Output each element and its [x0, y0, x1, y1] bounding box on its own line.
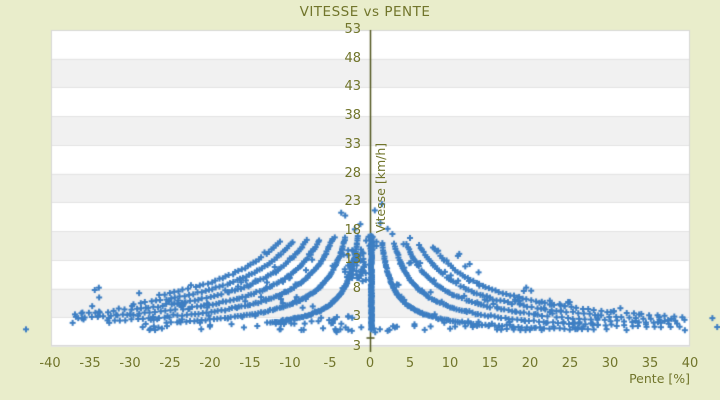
y-tick-label: 8 — [352, 280, 361, 296]
x-tick-label: -35 — [79, 356, 101, 371]
x-tick-label: 25 — [561, 356, 579, 371]
y-tick-label: 43 — [344, 79, 361, 95]
y-tick-label: 38 — [344, 108, 361, 124]
x-tick-label: 35 — [641, 356, 659, 371]
y-axis-title: Vitesse [km/h] — [373, 142, 388, 234]
y-axis-bottom-label: 3 — [352, 339, 361, 354]
x-tick-label: 20 — [521, 356, 539, 371]
x-tick-label: -20 — [199, 356, 221, 371]
x-tick-label: -15 — [239, 356, 261, 371]
x-tick-label: -25 — [159, 356, 181, 371]
x-tick-label: -10 — [279, 356, 301, 371]
y-tick-label: 33 — [344, 136, 361, 152]
x-tick-label: 0 — [365, 356, 375, 371]
y-tick-label: 53 — [344, 22, 361, 37]
x-tick-label: -40 — [39, 356, 61, 371]
y-tick-label: 28 — [344, 165, 361, 181]
y-tick-label: 18 — [344, 223, 361, 239]
y-tick-label: 3 — [352, 309, 361, 325]
x-tick-label: -5 — [323, 356, 337, 371]
chart-title: VITESSE vs PENTE — [299, 4, 431, 20]
x-tick-label: 40 — [681, 356, 699, 371]
x-tick-label: -30 — [119, 356, 141, 371]
x-axis-title: Pente [%] — [629, 371, 690, 386]
x-tick-label: 30 — [601, 356, 619, 371]
x-tick-label: 15 — [481, 356, 499, 371]
x-tick-label: 5 — [405, 356, 415, 371]
y-tick-label: 13 — [344, 251, 361, 267]
y-tick-label: 23 — [344, 194, 361, 210]
x-tick-label: 10 — [441, 356, 459, 371]
y-tick-label: 48 — [344, 50, 361, 66]
